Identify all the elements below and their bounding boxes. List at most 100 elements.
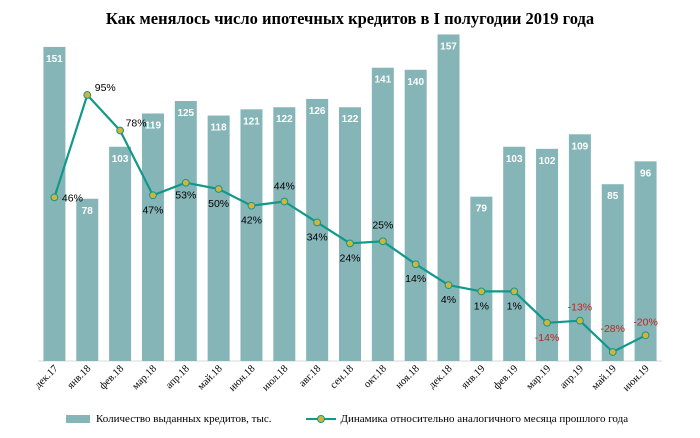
- legend-item-line: Динамика относительно аналогичного месяц…: [305, 413, 629, 425]
- line-point: [214, 185, 223, 193]
- line-value-label: 47%: [142, 204, 163, 216]
- bar: [109, 146, 132, 361]
- bar-value-label: 141: [374, 75, 391, 86]
- bar: [273, 107, 296, 362]
- bar-value-label: 102: [539, 156, 556, 167]
- x-tick-label: янв.19: [460, 363, 488, 391]
- bar-value-label: 118: [211, 123, 228, 134]
- line-layer: 46% 95% 78% 47% 53% 50% 42% 44% 34% 24% 25% 14% 4% 1%…: [50, 82, 658, 356]
- line-value-label: -20%: [633, 316, 658, 328]
- line-value-label: -13%: [568, 302, 593, 314]
- bar: [174, 101, 197, 361]
- line-value-label: -14%: [535, 332, 560, 344]
- line-point: [50, 193, 59, 202]
- line-value-label: 95%: [95, 82, 116, 94]
- legend-label-line: Динамика относительно аналогичного месяц…: [340, 413, 629, 425]
- line-point: [411, 260, 420, 269]
- bar-value-label: 109: [572, 141, 589, 152]
- line-value-label: 78%: [126, 117, 147, 129]
- bar: [141, 113, 164, 361]
- bar: [437, 34, 460, 361]
- chart-title: Как менялось число ипотечных кредитов в …: [105, 9, 595, 28]
- legend-swatch-line: [305, 414, 336, 424]
- line-point: [149, 191, 157, 200]
- x-tick-label: апр.18: [164, 363, 192, 391]
- line-value-label: 1%: [474, 300, 489, 312]
- line-point: [543, 318, 551, 327]
- bar-value-label: 103: [506, 154, 523, 165]
- bar-value-label: 126: [309, 106, 326, 117]
- x-tick-label: фев.18: [98, 363, 127, 392]
- x-tick-label: фев.19: [492, 363, 521, 392]
- bars-layer: 151 78 103 119 125 118 121 122 126 122 141 140 157 79…: [43, 34, 657, 362]
- bar: [207, 115, 230, 361]
- x-tick-label: июн.19: [621, 363, 652, 394]
- bar-value-label: 78: [82, 206, 94, 217]
- line-point: [510, 287, 519, 296]
- line-value-label: 44%: [274, 181, 295, 193]
- line-value-label: 14%: [405, 273, 426, 285]
- bar: [470, 196, 493, 361]
- x-tick-label: авг.18: [297, 363, 323, 389]
- line-point: [641, 331, 650, 340]
- bar: [601, 184, 624, 361]
- x-tick-label: окт.18: [362, 363, 389, 390]
- line-point: [477, 287, 486, 296]
- bar: [503, 146, 526, 361]
- line-value-label: 53%: [175, 190, 196, 202]
- x-tick-label: ноя.18: [394, 363, 422, 391]
- x-tick-label: июл.18: [260, 363, 290, 393]
- bar-value-label: 122: [276, 114, 293, 125]
- bar-value-label: 121: [243, 116, 260, 127]
- bar: [240, 109, 263, 361]
- bar: [404, 69, 427, 362]
- x-tick-label: дек.17: [33, 363, 61, 391]
- legend-label-bars: Количество выданных кредитов, тыс.: [96, 413, 272, 425]
- line-point: [280, 197, 289, 206]
- x-tick-label: дек.18: [427, 363, 455, 391]
- x-tick-label: янв.18: [65, 363, 93, 391]
- x-tick-label: мар.19: [524, 363, 553, 392]
- bar: [568, 134, 591, 361]
- line-point: [83, 91, 92, 99]
- bar-value-label: 157: [440, 41, 457, 52]
- x-tick-label: мар.18: [130, 363, 159, 392]
- line-value-label: 25%: [372, 219, 393, 231]
- bar-value-label: 79: [476, 204, 488, 215]
- line-value-label: 24%: [339, 252, 360, 264]
- bar-value-label: 125: [177, 108, 194, 119]
- bar-value-label: 85: [607, 191, 619, 202]
- line-value-label: -28%: [600, 323, 625, 335]
- x-tick-label: май.18: [196, 363, 225, 392]
- legend-swatch-bars: [66, 415, 90, 423]
- bar-value-label: 103: [112, 154, 129, 165]
- line-value-label: 4%: [441, 294, 456, 306]
- x-tick-label: апр.19: [558, 363, 586, 391]
- line-point: [346, 239, 354, 248]
- bar-value-label: 122: [342, 114, 359, 125]
- bar: [76, 198, 99, 361]
- line-point: [181, 178, 190, 187]
- x-tick-label: май.19: [590, 363, 619, 392]
- line-value-label: 34%: [307, 231, 328, 243]
- legend-item-bars: Количество выданных кредитов, тыс.: [66, 413, 272, 425]
- line-value-label: 50%: [208, 198, 229, 210]
- bar-value-label: 96: [640, 168, 652, 179]
- line-point: [116, 126, 125, 135]
- bar: [634, 161, 657, 361]
- line-point: [608, 348, 617, 356]
- line-value-label: 1%: [507, 300, 522, 312]
- line-point: [444, 281, 453, 290]
- x-ticks-layer: дек.17 янв.18 фев.18 мар.18 апр.18 май.18 июн.…: [33, 363, 652, 394]
- bar-value-label: 140: [407, 77, 424, 88]
- line-point: [575, 316, 584, 325]
- bar: [43, 46, 66, 362]
- bar: [306, 98, 329, 362]
- bar: [339, 107, 361, 362]
- line-value-label: 46%: [62, 192, 83, 204]
- line-value-label: 42%: [241, 215, 262, 227]
- line-point: [247, 201, 256, 210]
- x-tick-label: сен.18: [328, 363, 356, 391]
